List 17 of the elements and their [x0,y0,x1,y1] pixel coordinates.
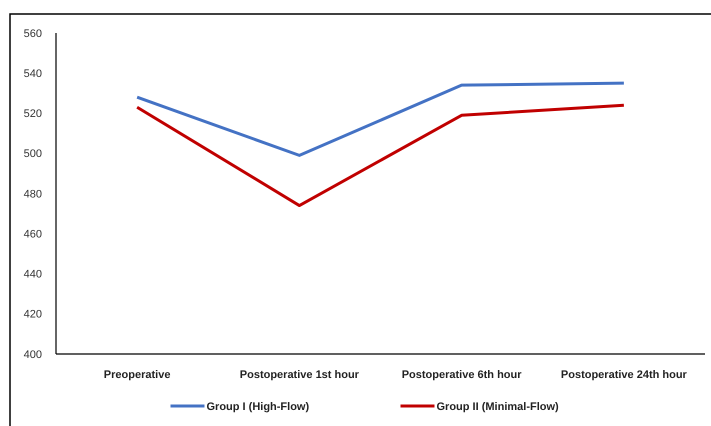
line-series [136,82,626,157]
x-tick-label: Postoperative 24th hour [560,369,688,381]
x-tick-label: Preoperative [104,369,170,381]
y-tick-label: 440 [24,268,42,281]
y-tick-label: 400 [24,348,42,361]
legend-label: Group II (Minimal-Flow) [436,400,560,413]
legend-label: Group I (High-Flow) [206,400,310,413]
y-tick-label: 560 [24,28,42,40]
y-tick-label: 500 [24,148,42,160]
line-series [136,104,626,208]
y-tick-label: 520 [24,108,42,120]
y-tick-label: 420 [24,308,42,321]
x-tick-label: Postoperative 6th hour [402,369,522,381]
y-tick-label: 460 [24,228,42,240]
y-tick-label: 540 [24,68,42,80]
x-tick-label: Postoperative 1st hour [240,369,360,381]
y-tick-label: 480 [24,188,42,200]
